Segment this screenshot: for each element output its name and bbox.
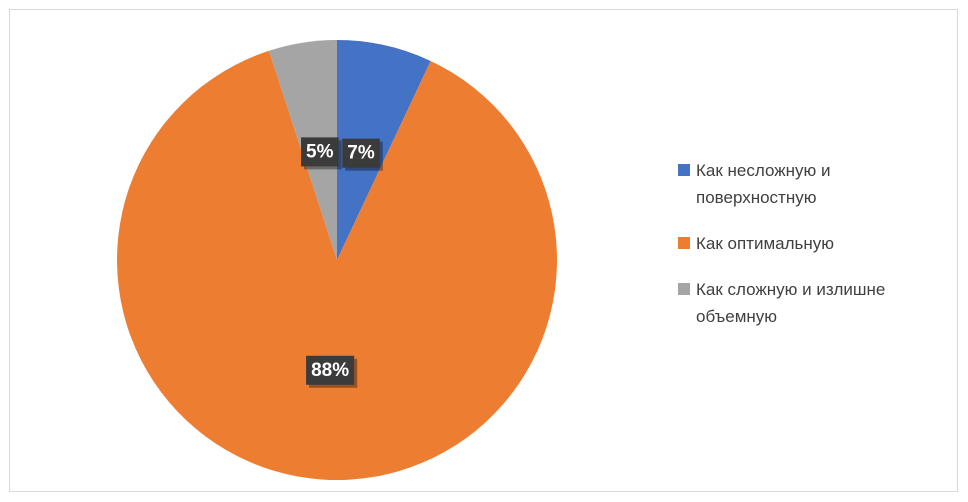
legend-swatch bbox=[678, 237, 690, 249]
legend-item: Как оптимальную bbox=[678, 230, 908, 257]
legend-label: Как сложную и излишне объемную bbox=[696, 280, 886, 326]
data-label: 88% bbox=[311, 360, 349, 381]
pie-slice bbox=[116, 50, 558, 481]
data-label-box bbox=[306, 355, 355, 385]
legend-swatch bbox=[678, 164, 690, 176]
legend: Как несложную и поверхностную Как оптимал… bbox=[678, 157, 908, 349]
data-label: 7% bbox=[347, 143, 375, 164]
legend-label: Как оптимальную bbox=[696, 234, 835, 253]
legend-label: Как несложную и поверхностную bbox=[696, 161, 831, 207]
legend-swatch bbox=[678, 283, 690, 295]
legend-item: Как несложную и поверхностную bbox=[678, 157, 908, 211]
legend-item: Как сложную и излишне объемную bbox=[678, 276, 908, 330]
data-label: 5% bbox=[306, 141, 334, 162]
data-label-box bbox=[301, 137, 339, 167]
pie-slice bbox=[337, 40, 431, 260]
data-label-box bbox=[342, 138, 380, 168]
